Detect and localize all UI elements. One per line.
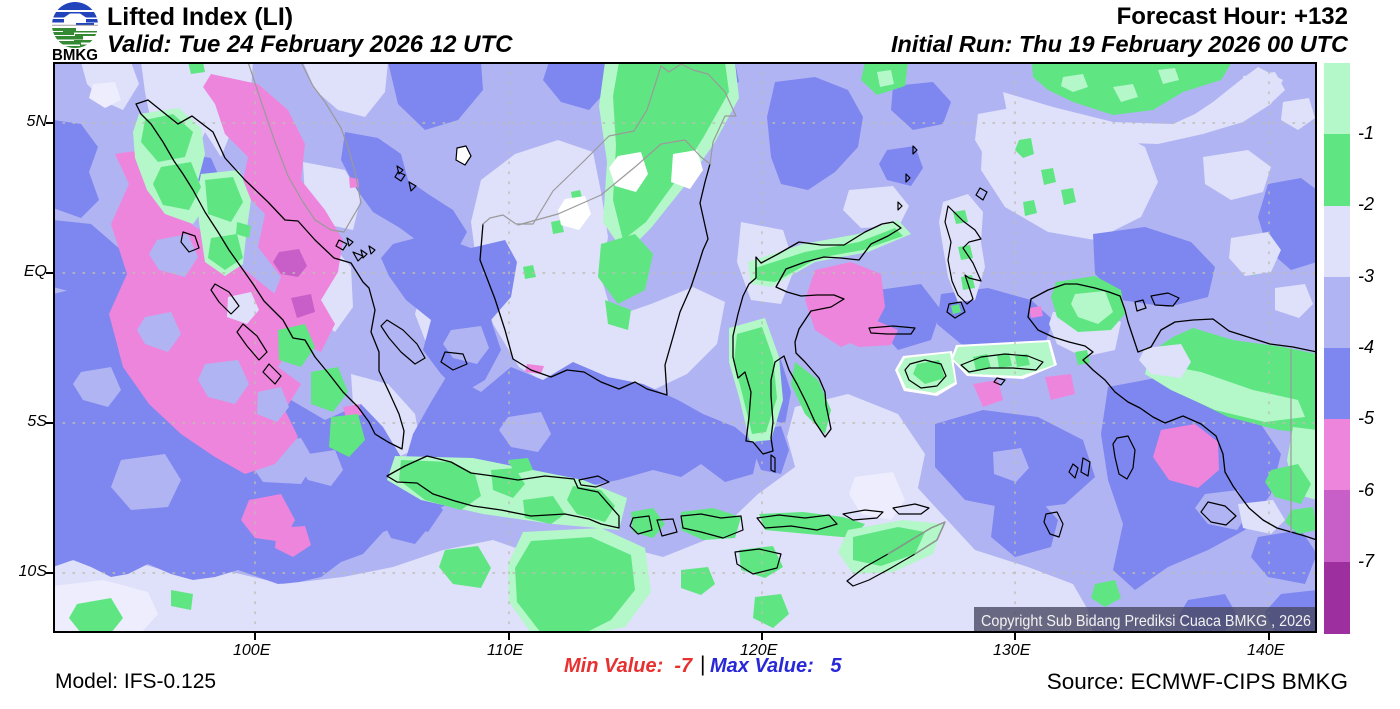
svg-text:Copyright Sub Bidang Prediksi: Copyright Sub Bidang Prediksi Cuaca BMKG… <box>981 613 1311 630</box>
svg-text:BMKG: BMKG <box>52 47 98 62</box>
